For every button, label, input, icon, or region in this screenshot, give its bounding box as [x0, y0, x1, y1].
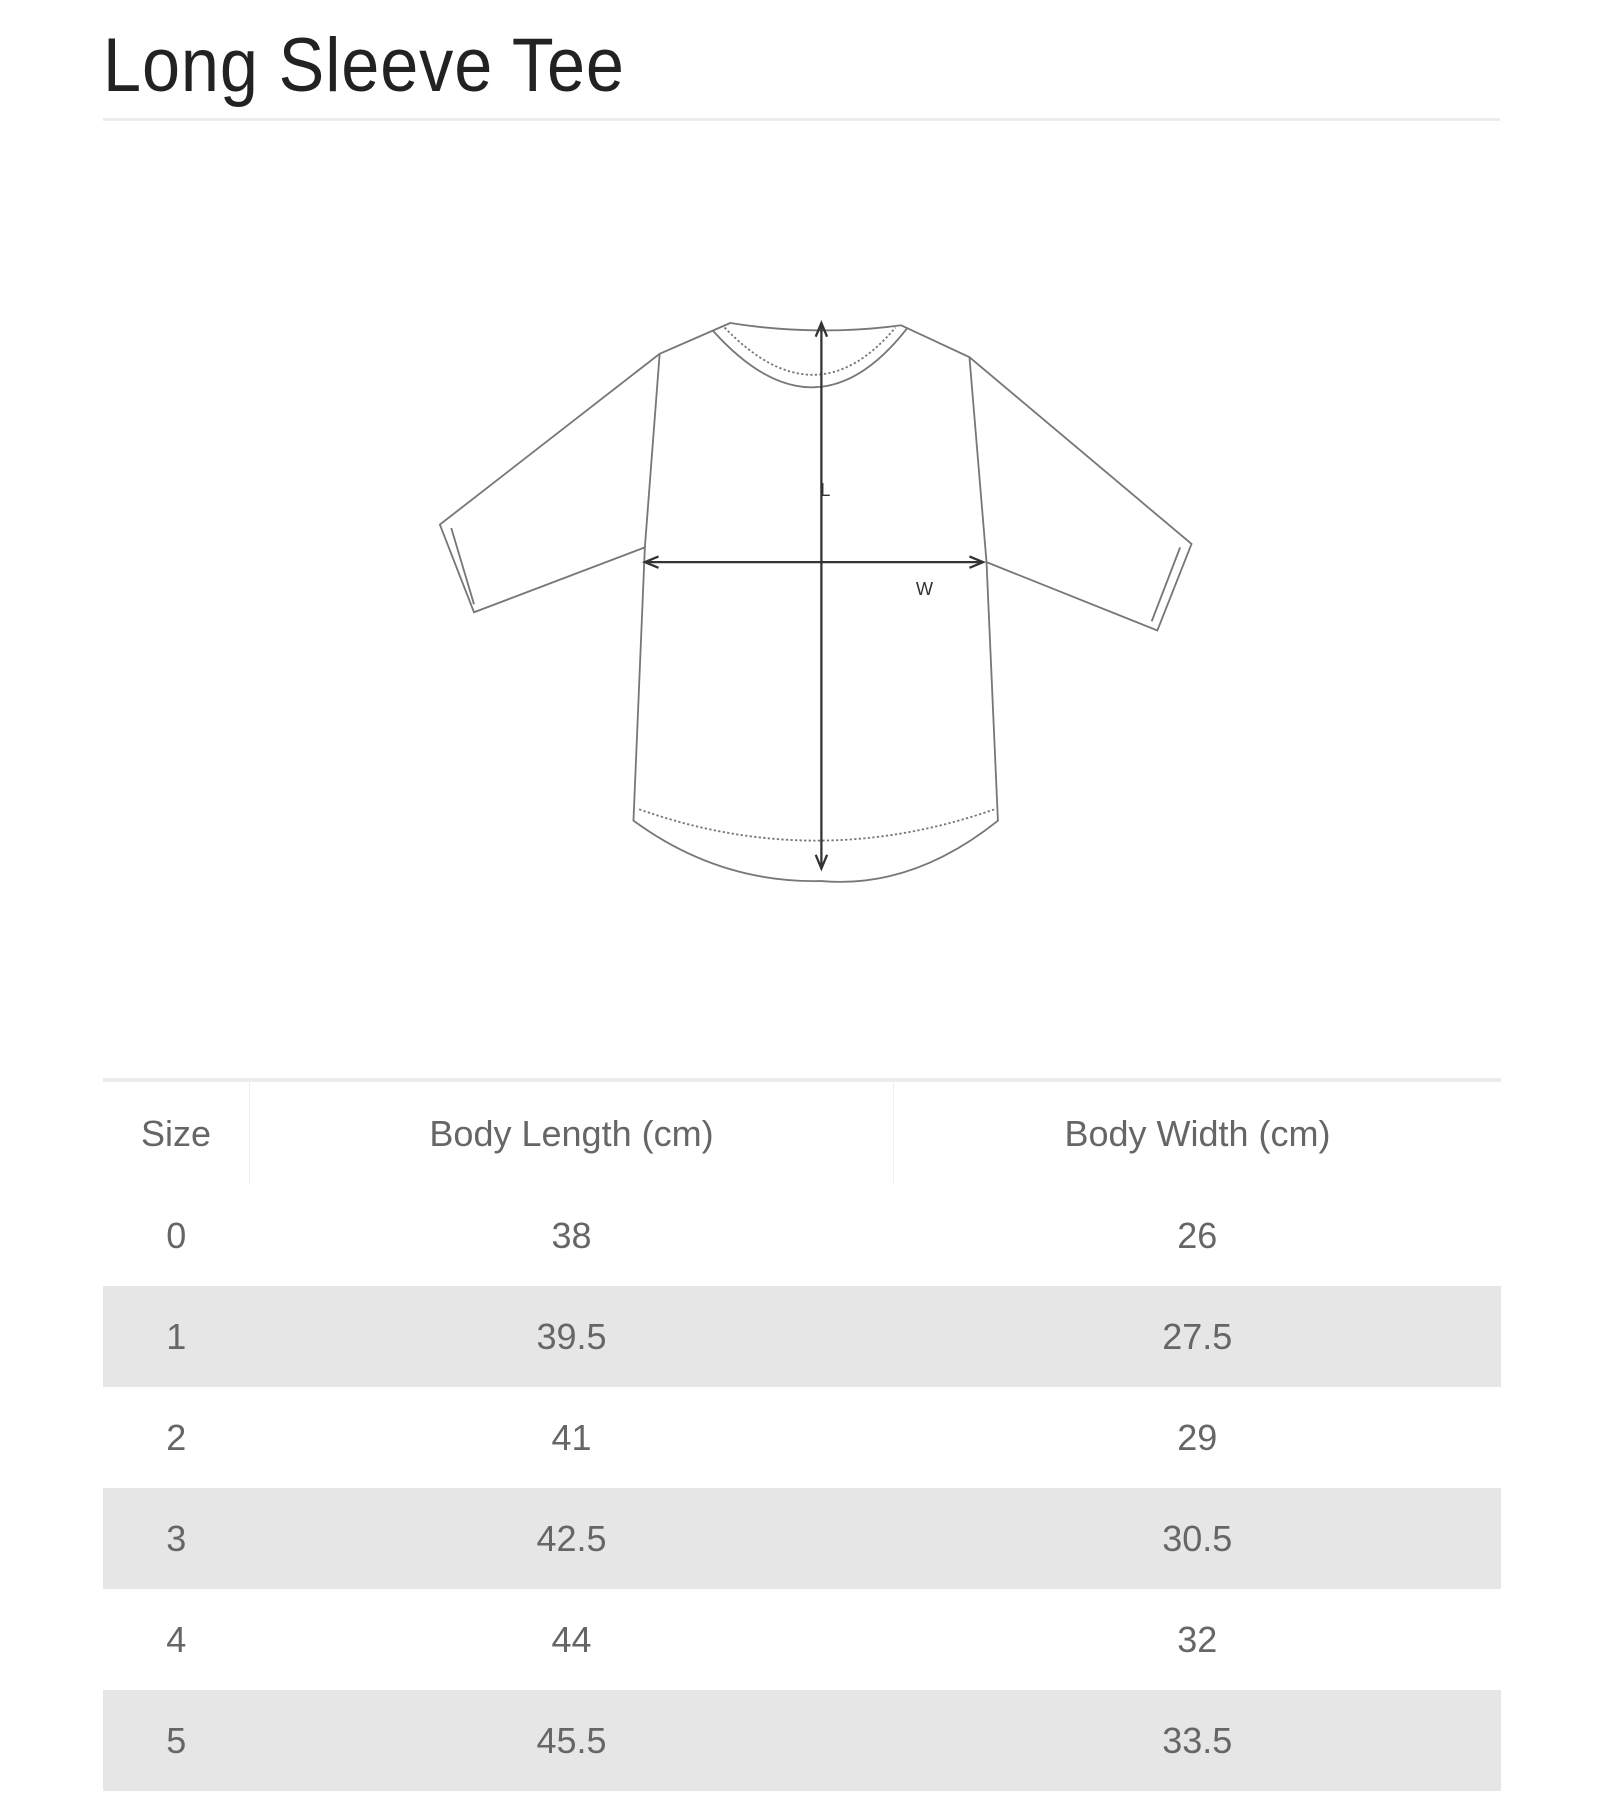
size-chart-table: Size Body Length (cm) Body Width (cm) 0 3…: [103, 1078, 1501, 1791]
size-cell: 4: [166, 1618, 187, 1660]
header-body-width: Body Width (cm): [893, 1080, 1501, 1185]
body-width-cell: 29: [1177, 1416, 1218, 1458]
body-length-cell: 45.5: [249, 1690, 894, 1791]
body-width-cell: 27.5: [893, 1286, 1501, 1387]
body-length-cell: 38: [551, 1214, 592, 1256]
table-row: 3 42.5 30.5: [103, 1488, 1501, 1589]
table-row: 4 44 32: [103, 1589, 1501, 1690]
size-cell: 0: [166, 1214, 187, 1256]
table-header-row: Size Body Length (cm) Body Width (cm): [103, 1080, 1501, 1185]
size-cell: 3: [103, 1488, 250, 1589]
body-width-cell: 30.5: [893, 1488, 1501, 1589]
body-width-cell: 32: [1177, 1618, 1218, 1660]
table-row: 0 38 26: [103, 1185, 1501, 1286]
length-arrow: [814, 320, 829, 872]
width-arrow: [641, 555, 987, 569]
page-title: Long Sleeve Tee: [103, 23, 625, 108]
shirt-measurement-diagram: L W: [438, 320, 1193, 883]
size-cell: 1: [103, 1286, 250, 1387]
body-length-cell: 41: [551, 1416, 592, 1458]
width-label: W: [916, 579, 934, 599]
size-cell: 5: [103, 1690, 250, 1791]
body-width-cell: 33.5: [893, 1690, 1501, 1791]
body-length-cell: 39.5: [249, 1286, 894, 1387]
body-length-cell: 42.5: [249, 1488, 894, 1589]
table-row: 5 45.5 33.5: [103, 1690, 1501, 1791]
size-cell: 2: [166, 1416, 187, 1458]
header-body-length: Body Length (cm): [249, 1080, 894, 1185]
shirt-outline: [438, 322, 1193, 883]
title-divider: [103, 118, 1500, 121]
table-row: 2 41 29: [103, 1387, 1501, 1488]
body-length-cell: 44: [551, 1618, 592, 1660]
length-label: L: [820, 480, 830, 500]
table-row: 1 39.5 27.5: [103, 1286, 1501, 1387]
header-size: Size: [140, 1112, 212, 1154]
body-width-cell: 26: [1177, 1214, 1218, 1256]
